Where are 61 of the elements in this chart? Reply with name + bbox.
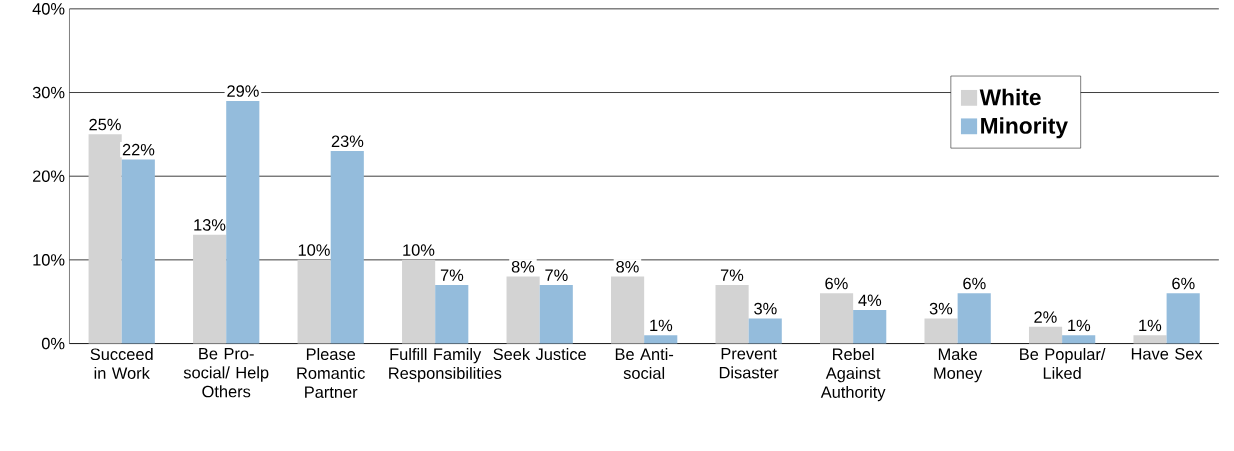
data-label: 3% [754, 302, 777, 315]
x-tick-label: Be Anti-social [615, 348, 674, 380]
data-label: 13% [194, 219, 226, 231]
y-tick-label: 20% [32, 170, 65, 183]
bar [506, 276, 540, 344]
data-label: 1% [1068, 319, 1091, 332]
y-tick-label: 10% [33, 254, 65, 266]
data-label: 6% [963, 277, 986, 290]
data-label: 6% [825, 277, 848, 290]
bar [1166, 293, 1200, 344]
bar [330, 151, 364, 344]
data-label: 7% [440, 269, 464, 281]
data-label: 2% [1034, 311, 1057, 323]
data-label: 10% [298, 244, 330, 256]
bar [748, 318, 782, 344]
bar [88, 134, 122, 344]
bar [1062, 335, 1096, 344]
y-tick-label: 0% [41, 337, 65, 350]
data-label: 25% [89, 118, 121, 131]
bar [402, 259, 436, 344]
bar [715, 285, 749, 344]
bar [611, 276, 645, 344]
x-tick-label: Be Popular/ Liked [1020, 348, 1106, 380]
x-tick-label: Have Sex [1131, 348, 1203, 360]
y-tick-label: 40% [32, 3, 65, 15]
bar [924, 318, 958, 344]
data-label: 3% [929, 302, 953, 315]
y-tick-label: 30% [32, 86, 65, 99]
data-label: 6% [1172, 277, 1195, 290]
data-label: 8% [616, 260, 639, 273]
x-tick-label: Make Money [934, 348, 983, 383]
x-tick-label: Succeed in Work [90, 348, 153, 380]
bar [853, 310, 887, 344]
data-label: 1% [1139, 319, 1162, 332]
x-tick-label: Prevent Disaster [719, 348, 779, 379]
bar [297, 259, 331, 344]
data-label: 8% [511, 260, 535, 273]
bar [435, 285, 469, 344]
data-label: 22% [122, 143, 155, 156]
data-label: 23% [331, 135, 364, 148]
bar [193, 234, 227, 344]
x-tick-label: Seek Justice [493, 348, 586, 361]
data-label: 4% [858, 294, 882, 307]
bar [539, 285, 573, 344]
bar [1028, 326, 1063, 344]
legend-label: Minority [981, 117, 1068, 139]
x-tick-label: Be Pro-social/ Help Others [183, 348, 269, 398]
bar [1133, 335, 1167, 344]
x-tick-label: Rebel Against Authority [820, 348, 886, 402]
data-label: 1% [650, 319, 673, 332]
bar [226, 100, 260, 344]
data-label: 10% [403, 244, 435, 256]
data-label: 7% [545, 269, 568, 281]
bar [121, 159, 155, 344]
data-label: 29% [227, 85, 259, 97]
bar [820, 293, 854, 344]
data-label: 7% [720, 269, 744, 281]
bar [957, 293, 991, 344]
legend-label: White [979, 88, 1041, 106]
bar [644, 335, 678, 344]
x-tick-label: Please Romantic Partner [297, 348, 365, 399]
